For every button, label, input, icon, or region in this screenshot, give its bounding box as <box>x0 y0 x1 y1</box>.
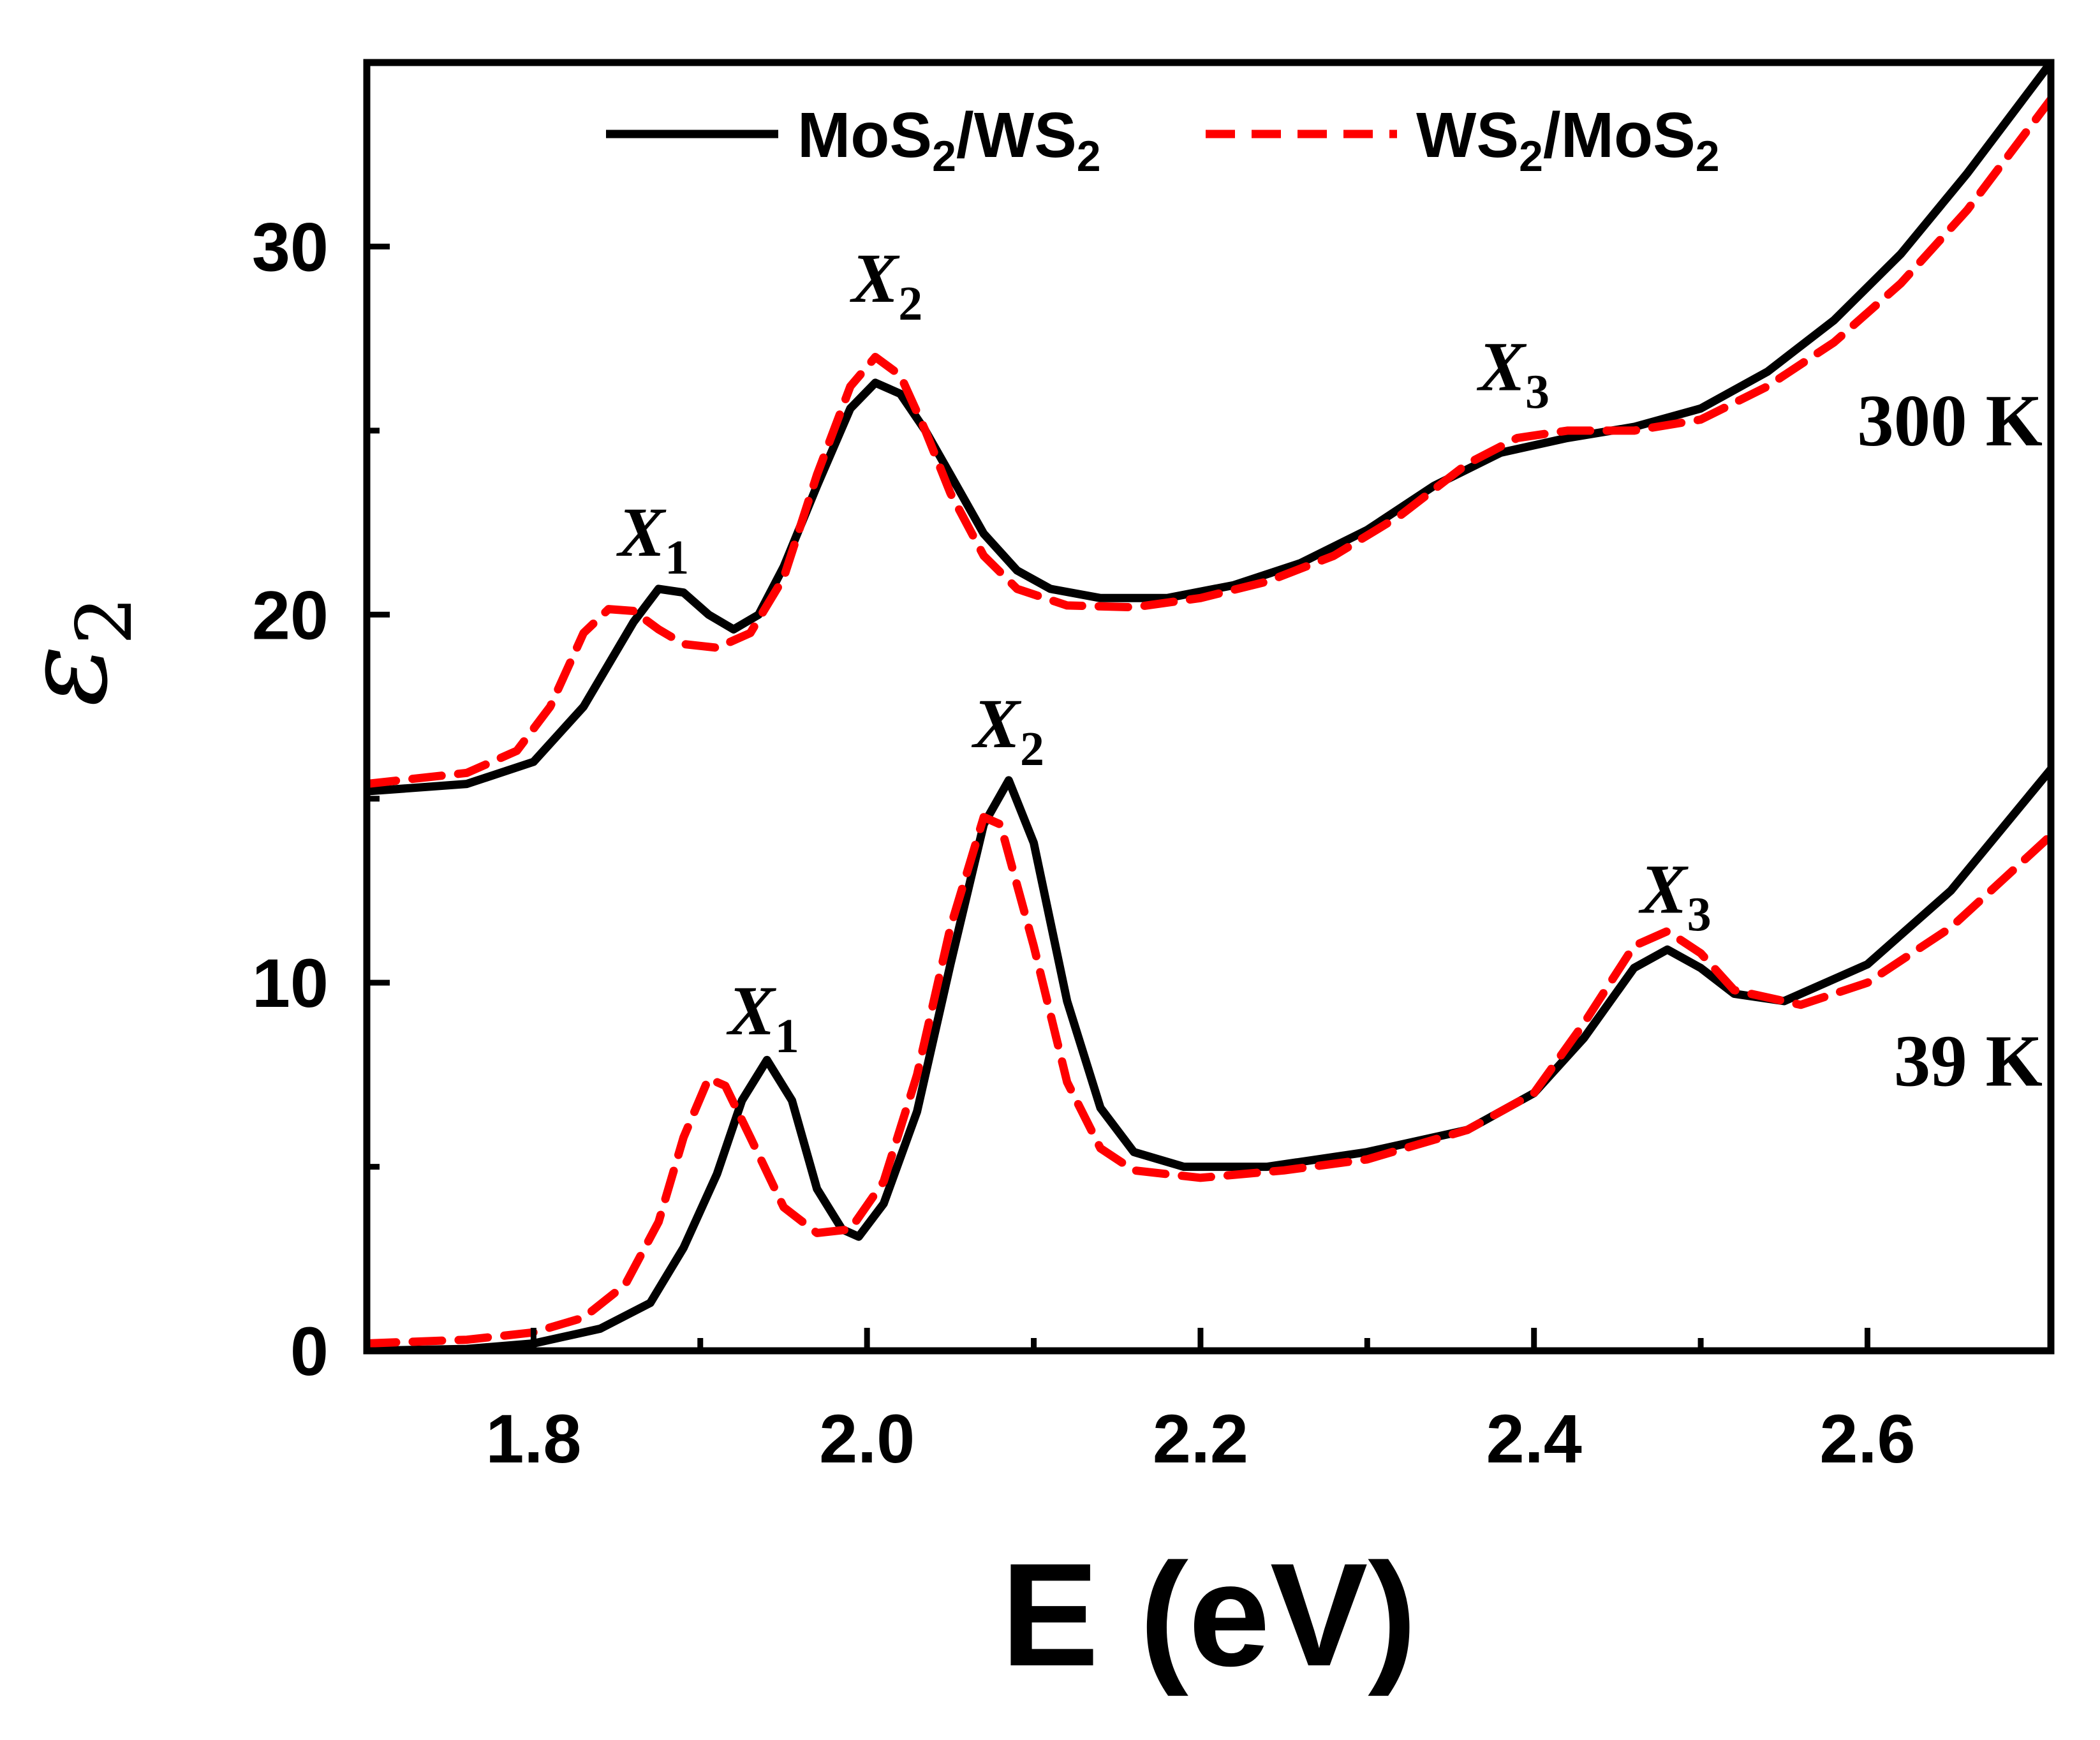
peak-label-x2: X2 <box>972 685 1044 776</box>
legend-label-ws2-mos2: WS2/MoS2 <box>1416 100 1720 181</box>
plot-content <box>367 63 2051 1351</box>
peak-label-x2: X2 <box>850 239 922 331</box>
series-line-3 <box>367 813 2051 1348</box>
x-tick-label: 2.0 <box>819 1400 915 1477</box>
y-axis-symbol: ε <box>0 645 133 707</box>
ticks <box>367 243 1870 1354</box>
x-tick-label: 2.2 <box>1153 1400 1248 1477</box>
y-tick-label: 10 <box>252 944 329 1022</box>
x-tick-label: 2.6 <box>1819 1400 1915 1477</box>
series-line-2 <box>367 765 2051 1351</box>
legend: MoS2/WS2 WS2/MoS2 <box>606 100 1720 181</box>
annotations: X1 X2 X3 X1 X2 X3 300 K 39 K <box>616 239 2043 1102</box>
y-axis-subscript: 2 <box>61 596 149 644</box>
y-tick-label: 20 <box>252 576 329 653</box>
peak-label-x1: X1 <box>616 493 689 584</box>
y-tick-label: 30 <box>252 208 329 285</box>
x-axis-title: E (eV) <box>1001 1533 1417 1697</box>
series-line-0 <box>367 63 2051 796</box>
legend-label-mos2-ws2: MoS2/WS2 <box>797 100 1101 181</box>
series-line-1 <box>367 95 2051 789</box>
temperature-label: 300 K <box>1857 380 2043 461</box>
temperature-label: 39 K <box>1894 1021 2043 1102</box>
x-tick-label: 1.8 <box>485 1400 581 1477</box>
tick-labels: 1.8 2.0 2.2 2.4 2.6 0 10 20 30 <box>252 208 1916 1477</box>
peak-label-x3: X3 <box>1477 327 1549 419</box>
peak-label-x1: X1 <box>726 972 799 1063</box>
x-tick-label: 2.4 <box>1486 1400 1582 1477</box>
y-axis-title: ε2 <box>0 596 149 706</box>
plot-frame <box>363 59 2055 1355</box>
peak-label-x3: X3 <box>1638 851 1711 942</box>
y-tick-label: 0 <box>290 1312 329 1390</box>
